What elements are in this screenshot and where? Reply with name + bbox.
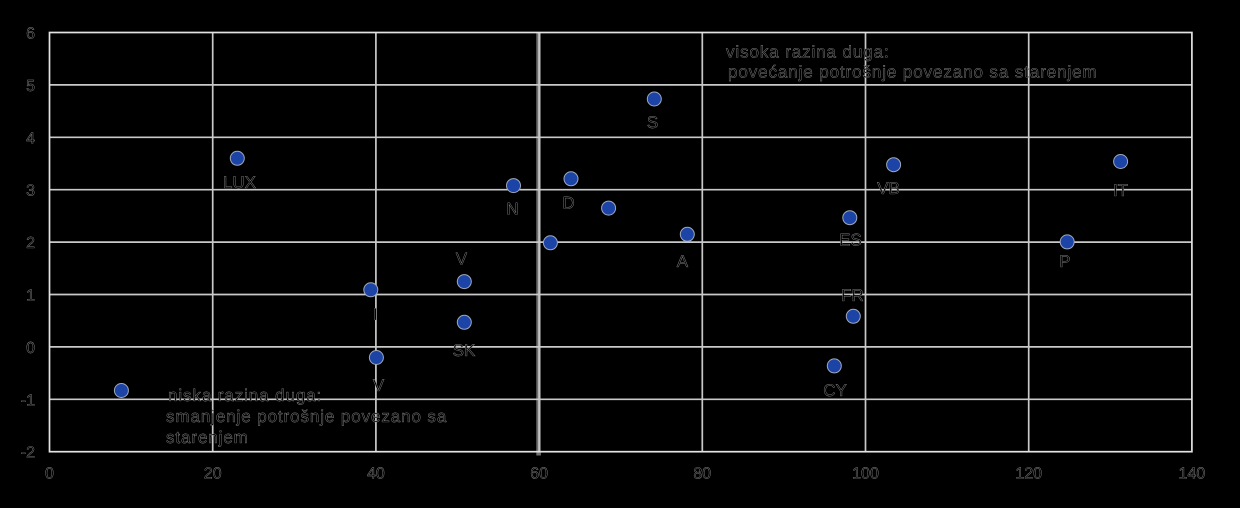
svg-text:povećanje potrošnje povezano s: povećanje potrošnje povezano sa starenje… (728, 63, 1098, 82)
svg-text:P: P (1059, 252, 1070, 271)
svg-text:I: I (373, 305, 378, 324)
svg-text:100: 100 (852, 465, 879, 482)
svg-text:1: 1 (26, 288, 35, 305)
svg-text:A: A (677, 252, 689, 271)
svg-text:LUX: LUX (223, 173, 256, 192)
svg-text:2: 2 (26, 235, 35, 252)
svg-text:CY: CY (823, 381, 847, 400)
svg-text:ES: ES (839, 231, 862, 250)
svg-text:6: 6 (26, 26, 35, 43)
svg-text:starenjem: starenjem (166, 428, 249, 447)
svg-text:FR: FR (841, 286, 864, 305)
svg-text:VB: VB (877, 179, 900, 198)
svg-text:60: 60 (530, 465, 548, 482)
svg-text:80: 80 (693, 465, 711, 482)
svg-text:niska razina duga:: niska razina duga: (168, 386, 322, 405)
svg-text:0: 0 (26, 340, 35, 357)
svg-text:N: N (506, 200, 518, 219)
svg-text:SK: SK (453, 341, 476, 360)
svg-text:IT: IT (1113, 181, 1128, 200)
svg-text:V: V (373, 376, 385, 395)
svg-text:-1: -1 (21, 392, 35, 409)
svg-text:140: 140 (1179, 465, 1206, 482)
svg-text:3: 3 (26, 183, 35, 200)
svg-text:D: D (562, 194, 574, 213)
svg-text:V: V (456, 250, 468, 269)
svg-text:smanjenje potrošnje povezano s: smanjenje potrošnje povezano sa (166, 407, 447, 426)
svg-text:120: 120 (1015, 465, 1042, 482)
svg-text:5: 5 (26, 78, 35, 95)
svg-text:0: 0 (45, 465, 54, 482)
svg-text:visoka razina duga:: visoka razina duga: (726, 43, 890, 62)
svg-text:-2: -2 (21, 445, 35, 462)
svg-text:S: S (647, 113, 658, 132)
svg-text:4: 4 (26, 130, 35, 147)
svg-text:40: 40 (367, 465, 385, 482)
svg-text:20: 20 (204, 465, 222, 482)
